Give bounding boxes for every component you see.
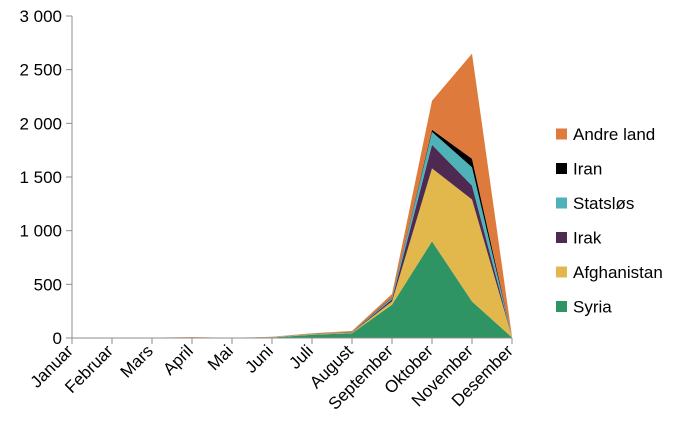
legend-swatch-syria xyxy=(556,301,567,312)
y-tick-label: 3 000 xyxy=(19,7,62,26)
legend-label: Andre land xyxy=(573,125,655,144)
x-tick-label: Mars xyxy=(117,341,157,381)
legend-swatch-irak xyxy=(556,232,567,243)
y-tick-label: 500 xyxy=(34,275,62,294)
y-tick-label: 1 500 xyxy=(19,168,62,187)
legend-label: Statsløs xyxy=(573,194,634,213)
y-tick-label: 2 500 xyxy=(19,61,62,80)
x-tick-label: Juni xyxy=(241,341,276,376)
x-tick-label: Mai xyxy=(204,341,237,374)
area-series-andre-land xyxy=(72,53,512,338)
legend-swatch-statsløs xyxy=(556,197,567,209)
area-series-afghanistan xyxy=(72,168,512,338)
area-series-syria xyxy=(72,241,512,338)
legend-label: Afghanistan xyxy=(573,263,663,282)
y-axis-ticks: 0 500 1 000 1 500 2 000 2 500 3 000 xyxy=(19,7,72,348)
y-tick-label: 1 000 xyxy=(19,222,62,241)
legend-swatch-iran xyxy=(556,163,567,174)
legend-swatch-afghanistan xyxy=(556,266,567,278)
legend-label: Iran xyxy=(573,160,602,179)
y-tick-label: 0 xyxy=(53,329,62,348)
chart-areas xyxy=(72,53,512,338)
legend-label: Syria xyxy=(573,298,612,317)
x-tick-label: Juli xyxy=(285,341,316,372)
x-tick-label: April xyxy=(159,341,196,378)
y-tick-label: 2 000 xyxy=(19,114,62,133)
legend-label: Irak xyxy=(573,229,602,248)
legend-swatch-andre-land xyxy=(556,128,567,140)
legend: Andre land Iran Statsløs Irak Afghanistan Syr… xyxy=(556,125,663,317)
